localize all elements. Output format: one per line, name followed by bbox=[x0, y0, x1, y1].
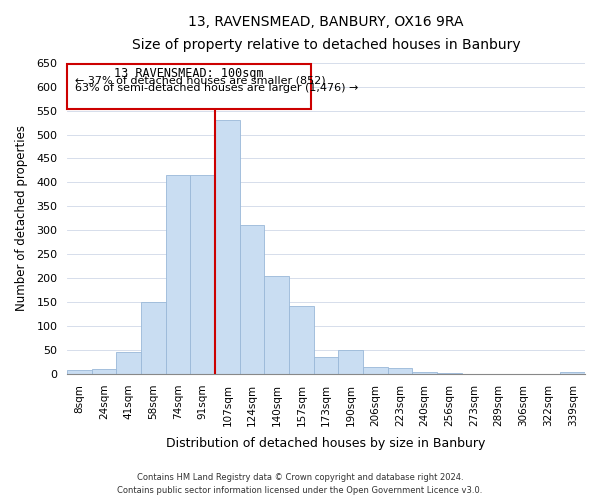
Text: 13 RAVENSMEAD: 100sqm: 13 RAVENSMEAD: 100sqm bbox=[115, 67, 264, 80]
Text: ← 37% of detached houses are smaller (852): ← 37% of detached houses are smaller (85… bbox=[74, 75, 325, 85]
Bar bbox=[412, 372, 437, 374]
Bar bbox=[190, 176, 215, 374]
Bar bbox=[314, 358, 338, 374]
Bar bbox=[240, 224, 265, 374]
Bar bbox=[92, 370, 116, 374]
Bar bbox=[265, 276, 289, 374]
Bar bbox=[338, 350, 363, 374]
Bar bbox=[289, 306, 314, 374]
Bar bbox=[67, 64, 311, 109]
X-axis label: Distribution of detached houses by size in Banbury: Distribution of detached houses by size … bbox=[166, 437, 486, 450]
Bar bbox=[560, 372, 585, 374]
Bar bbox=[215, 120, 240, 374]
Bar bbox=[363, 367, 388, 374]
Bar bbox=[67, 370, 92, 374]
Y-axis label: Number of detached properties: Number of detached properties bbox=[15, 126, 28, 312]
Bar bbox=[388, 368, 412, 374]
Bar bbox=[141, 302, 166, 374]
Bar bbox=[166, 176, 190, 374]
Bar bbox=[116, 352, 141, 374]
Text: Contains HM Land Registry data © Crown copyright and database right 2024.
Contai: Contains HM Land Registry data © Crown c… bbox=[118, 473, 482, 495]
Text: 63% of semi-detached houses are larger (1,476) →: 63% of semi-detached houses are larger (… bbox=[74, 83, 358, 93]
Title: 13, RAVENSMEAD, BANBURY, OX16 9RA
Size of property relative to detached houses i: 13, RAVENSMEAD, BANBURY, OX16 9RA Size o… bbox=[132, 15, 520, 52]
Bar bbox=[437, 373, 462, 374]
